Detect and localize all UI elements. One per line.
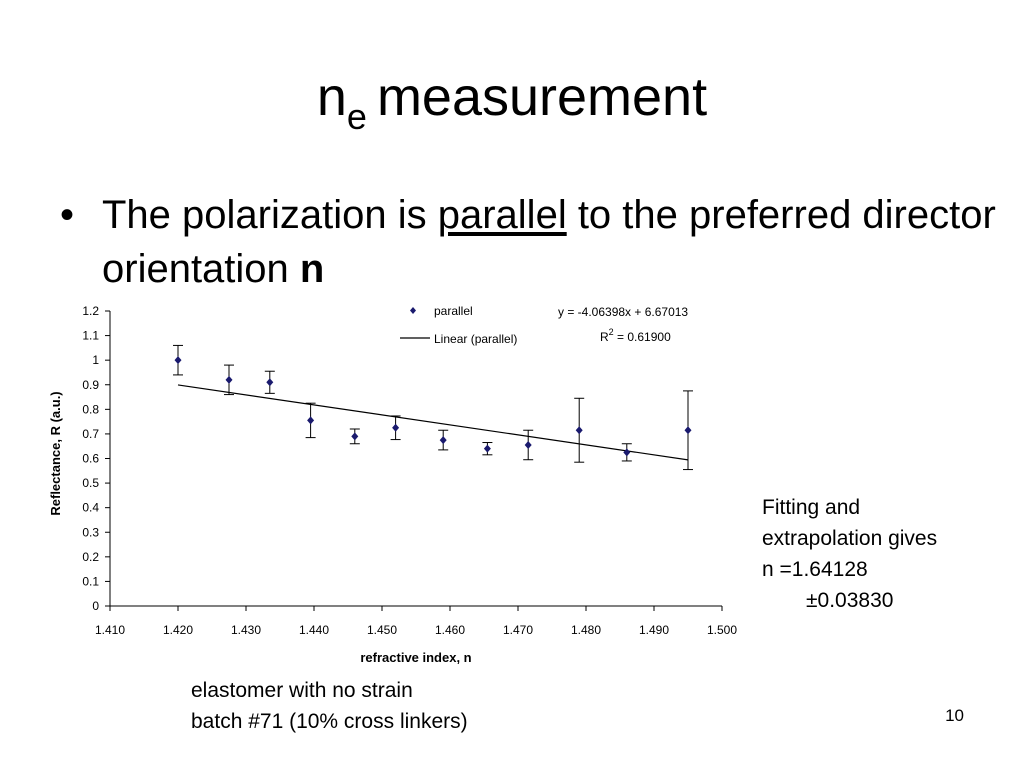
y-axis-title: Reflectance, R (a.u.) — [48, 391, 63, 515]
data-point-diamond — [225, 375, 233, 384]
x-tick-label: 1.410 — [95, 623, 125, 637]
y-tick-label: 0.7 — [82, 427, 99, 441]
x-tick-label: 1.450 — [367, 623, 397, 637]
data-point-diamond — [351, 432, 359, 441]
x-tick-label: 1.440 — [299, 623, 329, 637]
data-point-diamond — [174, 356, 182, 365]
bullet-text-bold: n — [299, 247, 325, 291]
x-tick-label: 1.500 — [707, 623, 737, 637]
trendline — [177, 384, 689, 461]
legend-label-linear: Linear (parallel) — [434, 332, 517, 346]
trendline-r2: R2 = 0.61900 — [600, 327, 671, 344]
y-tick-label: 0.2 — [82, 550, 99, 564]
side-note-line2: extrapolation gives — [762, 527, 938, 550]
x-axis-title: refractive index, n — [360, 650, 471, 665]
x-tick-label: 1.420 — [163, 623, 193, 637]
data-point-diamond — [524, 440, 532, 449]
data-point-diamond — [684, 426, 692, 435]
bullet-text-underlined: parallel — [437, 193, 567, 237]
bullet-text-part1: The polarization is — [102, 193, 438, 237]
y-tick-label: 0.5 — [82, 476, 99, 490]
trendline-equation: y = -4.06398x + 6.67013 — [558, 305, 688, 319]
data-point-diamond — [623, 448, 631, 457]
data-point-diamond — [483, 444, 491, 453]
side-note-line3: n =1.64128 — [762, 558, 868, 581]
y-tick-label: 0.8 — [82, 402, 99, 416]
side-note-line4: ±0.03830 — [806, 589, 894, 612]
data-point-diamond — [266, 378, 274, 387]
data-point-diamond — [307, 416, 315, 425]
title-rest: measurement — [376, 67, 708, 127]
legend-marker-diamond — [410, 307, 416, 314]
slide-title: ne measurement — [0, 62, 1024, 152]
caption-line2: batch #71 (10% cross linkers) — [191, 710, 468, 733]
side-note-line1: Fitting and — [762, 496, 861, 519]
data-point-diamond — [392, 423, 400, 432]
y-tick-label: 0.4 — [82, 501, 99, 515]
bullet-text-part2: to the preferred director orientation — [102, 193, 996, 291]
y-tick-label: 0.3 — [82, 525, 99, 539]
y-tick-label: 0.6 — [82, 452, 99, 466]
caption: elastomer with no strain batch #71 (10% … — [191, 675, 468, 737]
y-tick-label: 1 — [92, 353, 99, 367]
x-tick-label: 1.480 — [571, 623, 601, 637]
data-point-diamond — [439, 436, 447, 445]
bullet-text: The polarization is parallel to the pref… — [102, 188, 1002, 296]
page-number: 10 — [945, 706, 964, 725]
y-tick-label: 1.2 — [82, 304, 99, 318]
caption-line1: elastomer with no strain — [191, 679, 413, 702]
x-tick-label: 1.490 — [639, 623, 669, 637]
y-tick-label: 0 — [92, 599, 99, 613]
side-note: Fitting and extrapolation gives n =1.641… — [762, 492, 937, 616]
legend-label-parallel: parallel — [434, 304, 473, 318]
bullet-icon: • — [60, 193, 75, 237]
y-tick-label: 1.1 — [82, 329, 99, 343]
reflectance-chart: 0 0.1 0.2 0.3 0.4 0.5 0.6 0.7 0.8 0.9 1 1.1 1.2 1.410… — [48, 304, 737, 665]
x-tick-label: 1.430 — [231, 623, 261, 637]
x-tick-label: 1.470 — [503, 623, 533, 637]
data-point-diamond — [575, 426, 583, 435]
y-tick-label: 0.1 — [82, 574, 99, 588]
y-tick-label: 0.9 — [82, 378, 99, 392]
title-n: n — [316, 67, 347, 127]
title-subscript: e — [346, 96, 367, 137]
x-tick-label: 1.460 — [435, 623, 465, 637]
